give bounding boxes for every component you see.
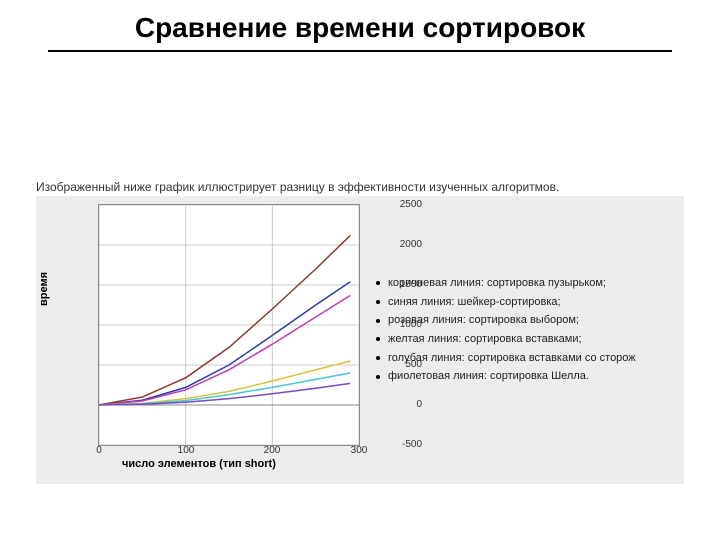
chart-caption: Изображенный ниже график иллюстрирует ра…	[36, 180, 559, 194]
bullet-icon	[376, 300, 380, 304]
bullet-icon	[376, 356, 380, 360]
legend-text: розовая линия: сортировка выбором;	[388, 311, 579, 330]
x-tick: 300	[344, 445, 374, 456]
x-tick: 200	[257, 445, 287, 456]
plot-area	[98, 204, 360, 446]
y-tick: 2000	[382, 239, 422, 250]
legend-text: желтая линия: сортировка вставками;	[388, 330, 582, 349]
legend: коричневая линия: сортировка пузырьком; …	[376, 274, 636, 386]
legend-text: синяя линия: шейкер-сортировка;	[388, 293, 561, 312]
legend-item: синяя линия: шейкер-сортировка;	[376, 293, 636, 312]
bullet-icon	[376, 375, 380, 379]
y-tick: -500	[382, 439, 422, 450]
legend-text: фиолетовая линия: сортировка Шелла.	[388, 367, 589, 386]
legend-text: голубая линия: сортировка вставками со с…	[388, 349, 636, 368]
legend-text: коричневая линия: сортировка пузырьком;	[388, 274, 606, 293]
line-chart-svg	[99, 205, 359, 445]
page-title: Сравнение времени сортировок	[0, 12, 720, 44]
y-tick: 0	[382, 399, 422, 410]
x-tick: 0	[84, 445, 114, 456]
slide: Сравнение времени сортировок Изображенны…	[0, 0, 720, 540]
title-underline	[48, 50, 672, 52]
bullet-icon	[376, 337, 380, 341]
legend-item: розовая линия: сортировка выбором;	[376, 311, 636, 330]
x-tick: 100	[171, 445, 201, 456]
bullet-icon	[376, 281, 380, 285]
chart-panel: время 2500 2000 1500 1000 500 0 -500 0 1…	[36, 196, 684, 484]
legend-item: коричневая линия: сортировка пузырьком;	[376, 274, 636, 293]
bullet-icon	[376, 319, 380, 323]
legend-item: голубая линия: сортировка вставками со с…	[376, 349, 636, 368]
legend-item: желтая линия: сортировка вставками;	[376, 330, 636, 349]
y-tick: 2500	[382, 199, 422, 210]
y-axis-label: время	[38, 272, 50, 306]
legend-item: фиолетовая линия: сортировка Шелла.	[376, 367, 636, 386]
x-axis-label: число элементов (тип short)	[122, 458, 276, 470]
